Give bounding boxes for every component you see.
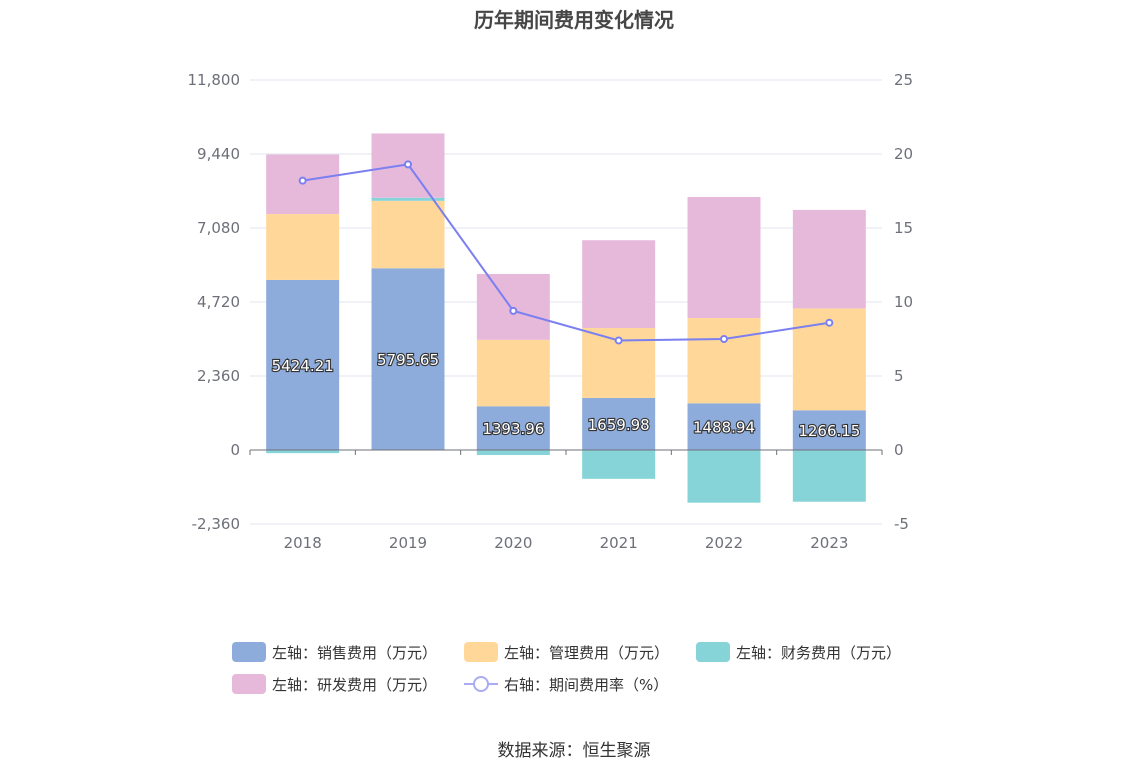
bar-segment [476, 339, 550, 407]
y-right-tick-label: 5 [894, 367, 904, 385]
bar-data-label: 1659.98 [588, 416, 650, 434]
bar-segment [266, 279, 340, 450]
rate-point [825, 318, 834, 327]
y-right-tick-label: 25 [894, 71, 913, 89]
legend-label: 左轴：财务费用（万元） [736, 644, 901, 662]
legend-swatch [232, 674, 266, 694]
bar-segment [476, 450, 550, 456]
bar-segment [687, 196, 761, 319]
rate-point [509, 306, 518, 315]
bar-segment [371, 200, 445, 269]
y-left-tick-label: 2,360 [197, 367, 240, 385]
y-right-tick-label: 15 [894, 219, 913, 237]
y-right-tick-label: 0 [894, 441, 904, 459]
y-right-tick-label: 10 [894, 293, 913, 311]
legend-swatch [696, 642, 730, 662]
x-tick-label: 2022 [705, 534, 743, 552]
data-source: 数据来源：恒生聚源 [497, 741, 651, 761]
legend-label: 左轴：研发费用（万元） [272, 676, 437, 694]
rate-point [614, 336, 623, 345]
bar-data-label: 5795.65 [377, 351, 439, 369]
bar-segment [687, 403, 761, 450]
rate-point [720, 335, 728, 343]
legend-swatch-marker [473, 676, 489, 692]
y-left-tick-label: 0 [230, 441, 240, 459]
legend-swatch [464, 642, 498, 662]
y-left-tick-label: 4,720 [197, 293, 240, 311]
bar-segment [687, 450, 761, 503]
rate-point [404, 160, 412, 169]
x-tick-label: 2018 [284, 534, 322, 552]
bar-segment [582, 450, 656, 479]
x-tick-label: 2020 [494, 534, 532, 552]
legend-label: 左轴：管理费用（万元） [504, 644, 669, 662]
bar-segment [266, 450, 340, 454]
chart-title: 历年期间费用变化情况 [474, 8, 674, 32]
bar-segment [371, 268, 445, 450]
bar-data-label: 1488.94 [693, 419, 755, 437]
legend-label: 右轴：期间费用率（%） [504, 676, 668, 694]
chart-canvas: 11,800 25 9,440 20 7,080 15 4,720 10 2,360 5 0 0 -2,… [188, 71, 913, 694]
x-tick-label: 2023 [810, 534, 848, 552]
bar-segment [582, 240, 656, 329]
y-left-tick-label: 11,800 [188, 71, 241, 89]
legend-swatch [232, 642, 266, 662]
y-left-tick-label: 9,440 [197, 145, 240, 163]
bar-segment [266, 214, 340, 280]
y-left-tick-label: -2,360 [192, 515, 240, 533]
rate-line [302, 163, 830, 342]
bar-segment [582, 397, 656, 450]
x-tick-label: 2019 [389, 534, 427, 552]
y-right-tick-label: 20 [894, 145, 913, 163]
y-right-tick-label: -5 [894, 515, 909, 533]
rate-point [298, 176, 307, 185]
legend-label: 左轴：销售费用（万元） [272, 644, 437, 662]
bar-data-label: 1393.96 [482, 420, 544, 438]
bar-segment [687, 318, 761, 404]
bar-data-label: 1266.15 [798, 422, 860, 440]
bar-segment [476, 406, 550, 450]
bar-segment [371, 197, 445, 201]
y-left-tick-label: 7,080 [197, 219, 240, 237]
bar-data-label: 5424.21 [272, 357, 334, 375]
bar-segment [792, 450, 866, 502]
bar-segment [792, 209, 866, 309]
bar-segment [792, 410, 866, 450]
x-tick-label: 2021 [600, 534, 638, 552]
